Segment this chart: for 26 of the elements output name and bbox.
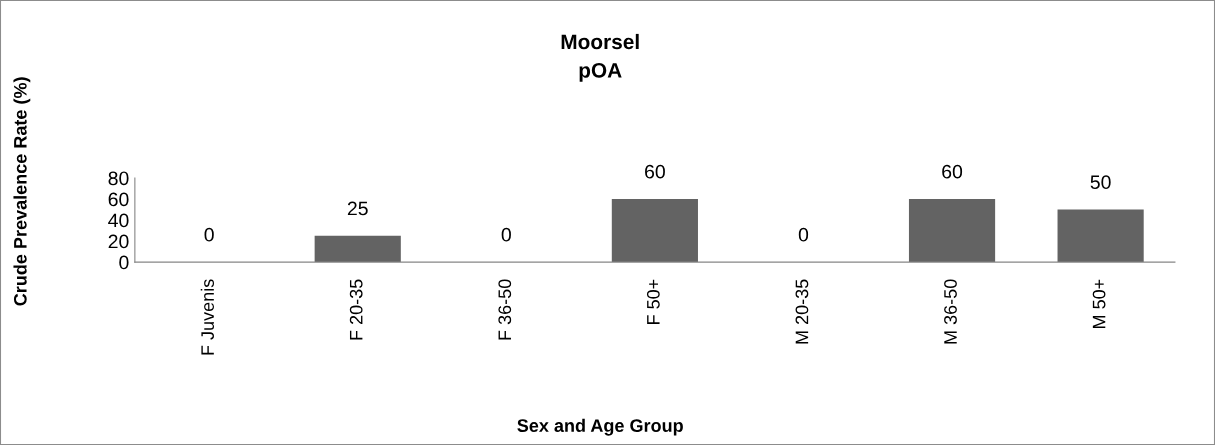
data-label: 0 [798, 227, 809, 242]
x-axis-title: Sex and Age Group [517, 418, 683, 436]
y-axis-title: Crude Prevalence Rate (%) [13, 77, 31, 306]
data-label: 60 [942, 164, 963, 179]
x-tick-label: F Juvenis [200, 279, 214, 355]
bar [1057, 209, 1144, 263]
y-tick-label: 60 [108, 192, 129, 207]
chart-title: Moorsel pOA [561, 33, 639, 82]
x-tick-label: M 50+ [1092, 279, 1106, 328]
y-tick-label: 80 [108, 171, 129, 186]
y-tick-label: 40 [108, 213, 129, 228]
x-tick-label: F 36-50 [498, 279, 512, 340]
data-label: 0 [204, 227, 214, 242]
y-tick-label: 20 [108, 234, 129, 249]
y-tick-label: 0 [119, 255, 129, 270]
data-label: 50 [1090, 175, 1111, 190]
bar [908, 199, 996, 263]
bar [314, 235, 401, 263]
x-tick-label: F 50+ [646, 279, 660, 324]
data-label: 0 [501, 227, 511, 242]
data-label: 25 [347, 201, 368, 216]
x-tick-label: F 20-35 [349, 279, 363, 340]
bar [611, 199, 698, 263]
data-label: 60 [645, 164, 665, 179]
x-tick-label: M 20-35 [795, 279, 809, 344]
x-tick-label: M 36-50 [944, 279, 957, 344]
